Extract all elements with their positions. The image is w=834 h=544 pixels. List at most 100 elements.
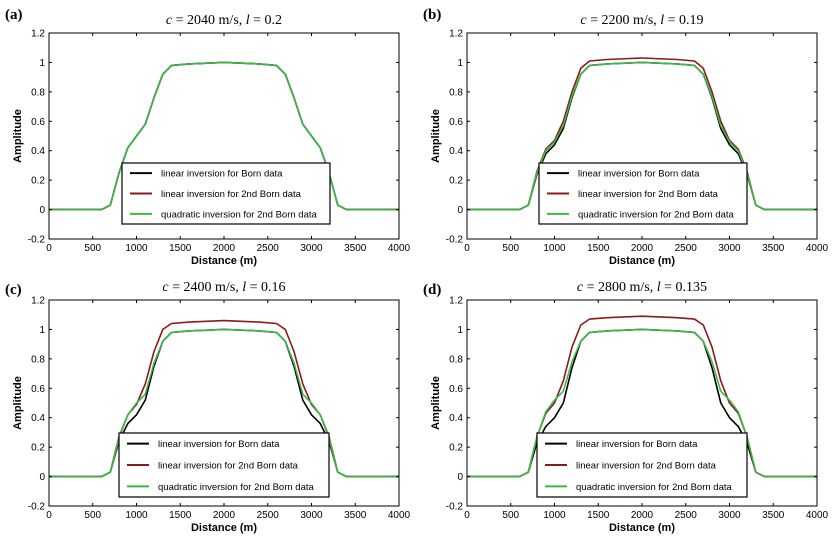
x-tick-label: 1000 bbox=[125, 243, 148, 254]
chart-panel-c: (c) c = 2400 m/s, l = 0.16 0 500 1000 1500 200… bbox=[5, 280, 411, 534]
legend-box bbox=[538, 162, 748, 225]
legend-box bbox=[118, 432, 330, 498]
y-tick-label: 0.2 bbox=[31, 176, 45, 187]
x-tick-label: 0 bbox=[464, 243, 470, 254]
x-axis-label: Distance (m) bbox=[191, 255, 257, 267]
series-line-3 bbox=[467, 61, 817, 211]
legend-entry-2: linear inversion for 2nd Born data bbox=[576, 461, 717, 472]
x-tick-label: 500 bbox=[84, 510, 101, 521]
x-axis-label: Distance (m) bbox=[191, 522, 257, 534]
y-tick-label: 0.4 bbox=[31, 413, 45, 424]
y-tick-label: 0 bbox=[457, 472, 463, 483]
chart-title: c = 2200 m/s, l = 0.19 bbox=[580, 13, 703, 28]
panel-label: (d) bbox=[423, 282, 441, 298]
y-tick-label: 0 bbox=[39, 205, 45, 216]
x-tick-label: 500 bbox=[502, 510, 519, 521]
y-tick-label: 0.6 bbox=[31, 117, 45, 128]
x-tick-label: 1500 bbox=[169, 243, 192, 254]
x-tick-label: 3500 bbox=[344, 243, 367, 254]
chart-panel-a: (a) c = 2040 m/s, l = 0.2 0 500 1000 1500 2000… bbox=[5, 7, 411, 267]
y-tick-label: 0.4 bbox=[449, 146, 463, 157]
y-tick-label: 0.8 bbox=[449, 354, 463, 365]
legend-entry-1: linear inversion for Born data bbox=[576, 439, 698, 450]
legend: linear inversion for Born data linear inv… bbox=[118, 432, 330, 498]
series-line-3 bbox=[467, 328, 817, 478]
x-tick-label: 3500 bbox=[344, 510, 367, 521]
x-tick-label: 1000 bbox=[125, 510, 148, 521]
y-tick-label: -0.2 bbox=[28, 502, 46, 513]
y-axis-label: Amplitude bbox=[12, 376, 24, 430]
x-tick-label: 0 bbox=[46, 243, 52, 254]
y-tick-label: 1.2 bbox=[449, 29, 463, 40]
x-tick-label: 500 bbox=[502, 243, 519, 254]
x-tick-label: 2500 bbox=[257, 510, 280, 521]
y-tick-label: 0.6 bbox=[449, 384, 463, 395]
x-tick-label: 1000 bbox=[543, 510, 566, 521]
x-tick-label: 4000 bbox=[806, 243, 829, 254]
y-axis-label: Amplitude bbox=[12, 109, 24, 163]
chart-title: c = 2800 m/s, l = 0.135 bbox=[577, 280, 707, 295]
x-tick-label: 4000 bbox=[388, 510, 411, 521]
x-tick-label: 500 bbox=[84, 243, 101, 254]
chart-panel-b: (b) c = 2200 m/s, l = 0.19 0 500 1000 1500 200… bbox=[423, 7, 829, 267]
legend-box bbox=[536, 432, 748, 498]
x-tick-label: 4000 bbox=[388, 243, 411, 254]
series-line-3 bbox=[49, 328, 399, 478]
y-tick-label: 0.4 bbox=[449, 413, 463, 424]
legend-entry-3: quadratic inversion for 2nd Born data bbox=[576, 482, 733, 493]
y-tick-label: -0.2 bbox=[28, 235, 46, 246]
legend-entry-2: linear inversion for 2nd Born data bbox=[578, 189, 719, 200]
y-tick-label: 0 bbox=[39, 472, 45, 483]
y-tick-label: 1.2 bbox=[31, 29, 45, 40]
y-tick-label: 0.2 bbox=[449, 443, 463, 454]
chart-panel-d: (d) c = 2800 m/s, l = 0.135 0 500 1000 1500 20… bbox=[423, 280, 829, 534]
y-tick-label: 0.6 bbox=[31, 384, 45, 395]
panel-label: (a) bbox=[5, 7, 23, 23]
y-tick-label: 1.2 bbox=[449, 296, 463, 307]
legend-box bbox=[121, 162, 331, 225]
x-tick-label: 2000 bbox=[631, 243, 654, 254]
legend: linear inversion for Born data linear inv… bbox=[536, 432, 748, 498]
y-tick-label: 0.8 bbox=[31, 354, 45, 365]
x-tick-label: 2000 bbox=[631, 510, 654, 521]
y-tick-label: 1 bbox=[457, 325, 463, 336]
y-tick-label: 0.8 bbox=[31, 87, 45, 98]
panel-label: (b) bbox=[423, 7, 441, 23]
legend-entry-1: linear inversion for Born data bbox=[578, 169, 700, 180]
x-tick-label: 3500 bbox=[762, 243, 785, 254]
x-tick-label: 1500 bbox=[587, 510, 610, 521]
y-tick-label: 0.2 bbox=[31, 443, 45, 454]
legend-entry-3: quadratic inversion for 2nd Born data bbox=[578, 209, 735, 220]
legend-entry-3: quadratic inversion for 2nd Born data bbox=[158, 482, 315, 493]
y-tick-label: 0 bbox=[457, 205, 463, 216]
chart-title: c = 2040 m/s, l = 0.2 bbox=[166, 13, 282, 28]
legend-entry-1: linear inversion for Born data bbox=[161, 169, 283, 180]
y-tick-label: 1 bbox=[39, 325, 45, 336]
x-tick-label: 2000 bbox=[213, 243, 236, 254]
x-tick-label: 1000 bbox=[543, 243, 566, 254]
x-tick-label: 1500 bbox=[169, 510, 192, 521]
y-tick-label: -0.2 bbox=[446, 502, 464, 513]
y-tick-label: 0.4 bbox=[31, 146, 45, 157]
y-tick-label: 0.6 bbox=[449, 117, 463, 128]
x-tick-label: 2500 bbox=[675, 510, 698, 521]
x-tick-label: 0 bbox=[464, 510, 470, 521]
x-axis-label: Distance (m) bbox=[609, 255, 675, 267]
x-tick-label: 3000 bbox=[300, 510, 323, 521]
legend-entry-3: quadratic inversion for 2nd Born data bbox=[161, 209, 318, 220]
x-tick-label: 1500 bbox=[587, 243, 610, 254]
chart-title: c = 2400 m/s, l = 0.16 bbox=[162, 280, 285, 295]
x-tick-label: 3000 bbox=[718, 510, 741, 521]
series-line-3 bbox=[49, 61, 399, 211]
legend: linear inversion for Born data linear inv… bbox=[121, 162, 331, 225]
y-tick-label: 1.2 bbox=[31, 296, 45, 307]
x-tick-label: 3000 bbox=[718, 243, 741, 254]
y-tick-label: 1 bbox=[457, 58, 463, 69]
legend-entry-2: linear inversion for 2nd Born data bbox=[161, 189, 302, 200]
x-axis-label: Distance (m) bbox=[609, 522, 675, 534]
y-tick-label: -0.2 bbox=[446, 235, 464, 246]
y-axis-label: Amplitude bbox=[430, 376, 442, 430]
x-tick-label: 2500 bbox=[675, 243, 698, 254]
panel-label: (c) bbox=[5, 282, 22, 298]
